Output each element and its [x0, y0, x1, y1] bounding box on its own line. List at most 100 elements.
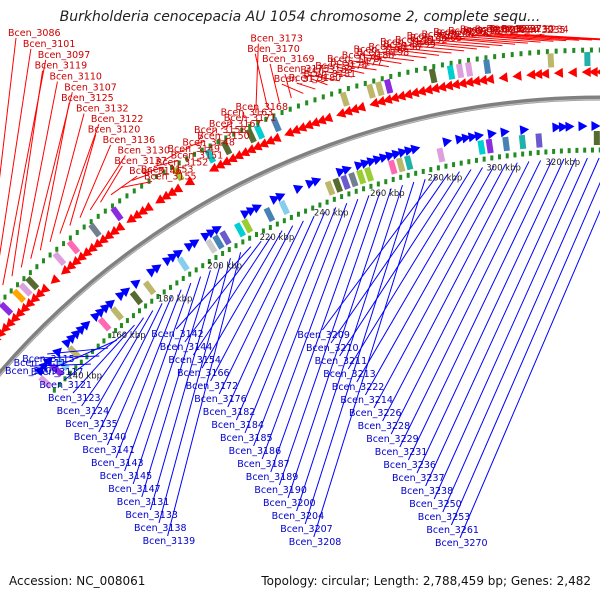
reverse-label-leader — [287, 188, 392, 499]
forward-gene-arrow — [512, 70, 522, 81]
forward-gene-arrow — [356, 101, 367, 112]
outer-dot-ring — [75, 229, 79, 235]
reverse-gene-label: Bcen_3187 — [237, 459, 290, 470]
forward-gene-label: Bcen_3199 — [383, 39, 436, 50]
reverse-label-leader — [364, 165, 495, 396]
outer-dot-ring — [224, 135, 228, 141]
forward-label-leader — [334, 63, 377, 71]
inner-dot-ring — [505, 153, 509, 159]
reverse-gene-arrow — [38, 361, 49, 372]
forward-gene-label: Bcen_3086 — [8, 28, 61, 39]
reverse-gene-label: Bcen_3237 — [392, 473, 445, 484]
outer-dot-ring — [96, 213, 100, 219]
reverse-label-leader — [55, 339, 117, 368]
cog-block — [404, 155, 414, 171]
inner-dot-ring — [79, 359, 83, 365]
outer-dot-ring — [296, 103, 300, 109]
reverse-gene-arrow — [114, 291, 126, 302]
outer-dot-ring — [493, 54, 497, 60]
cog-block — [366, 83, 376, 99]
cog-block — [584, 52, 591, 67]
reverse-gene-arrow — [119, 287, 131, 298]
forward-gene-label: Bcen_3216 — [433, 27, 486, 38]
forward-gene-arrow — [382, 94, 393, 104]
scale-tick-label: 180 kbp — [158, 294, 193, 304]
forward-gene-arrow — [290, 124, 301, 135]
inner-dot-ring — [332, 196, 336, 202]
forward-label-leader — [186, 140, 206, 148]
reverse-gene-label: Bcen_3131 — [117, 497, 170, 508]
outer-dot-ring — [458, 59, 462, 65]
forward-gene-label: Bcen_3125 — [61, 93, 114, 104]
outer-dot-ring — [537, 49, 541, 55]
forward-label-leader — [110, 175, 138, 196]
forward-gene-arrow — [252, 141, 263, 151]
forward-gene-label: Bcen_3170 — [247, 44, 300, 55]
forward-label-leader — [228, 117, 233, 124]
reverse-gene-arrow — [65, 334, 76, 344]
reverse-label-leader — [270, 195, 370, 473]
outer-dot-ring — [48, 252, 52, 258]
inner-dot-ring — [282, 218, 286, 224]
forward-gene-arrow — [40, 283, 51, 294]
forward-label-leader — [376, 51, 427, 59]
forward-gene-arrow — [457, 78, 467, 88]
forward-gene-arrow — [227, 153, 238, 163]
forward-gene-arrow — [436, 81, 447, 92]
forward-gene-arrow — [172, 183, 184, 193]
inner-dot-ring — [482, 156, 486, 162]
outer-dot-ring — [415, 67, 419, 73]
forward-gene-arrow — [71, 255, 82, 266]
inner-dot-ring — [325, 199, 329, 205]
reverse-gene-arrow — [353, 161, 365, 171]
reverse-gene-label: Bcen_3124 — [57, 406, 110, 417]
forward-label-leader — [323, 70, 352, 78]
forward-label-leader — [364, 57, 402, 65]
cog-block — [129, 290, 144, 306]
reverse-label-leader — [38, 355, 100, 359]
outer-dot-ring — [147, 178, 151, 184]
reverse-label-leader — [433, 157, 588, 500]
inner-dot-ring — [399, 174, 403, 180]
inner-dot-ring — [194, 267, 198, 273]
forward-gene-arrow — [484, 73, 495, 84]
forward-label-leader — [470, 34, 554, 42]
forward-gene-arrow — [526, 69, 536, 80]
outer-dot-ring — [248, 124, 252, 130]
cog-block — [483, 59, 492, 75]
forward-label-leader — [89, 155, 126, 211]
forward-gene-label: Bcen_3219 — [463, 25, 516, 36]
reverse-gene-label: Bcen_3133 — [125, 510, 178, 521]
inner-dot-ring — [108, 333, 112, 339]
forward-gene-label: Bcen_3122 — [91, 114, 144, 125]
forward-gene-arrow — [450, 79, 461, 90]
outer-dot-ring — [313, 97, 317, 103]
reverse-label-leader — [106, 296, 173, 446]
forward-label-leader — [269, 63, 280, 103]
inner-dot-ring — [268, 224, 272, 230]
reverse-gene-label: Bcen_3139 — [143, 536, 196, 547]
inner-dot-ring — [150, 298, 154, 304]
outer-dot-ring — [280, 110, 284, 116]
outer-dot-ring — [423, 65, 427, 71]
forward-label-leader — [209, 128, 218, 136]
forward-gene-arrow — [155, 194, 166, 204]
reverse-gene-label: Bcen_3147 — [108, 484, 161, 495]
reverse-gene-label: Bcen_3222 — [332, 382, 385, 393]
reverse-gene-label: Bcen_3208 — [289, 537, 342, 548]
forward-gene-arrow — [98, 234, 109, 244]
forward-gene-arrow — [132, 209, 143, 219]
inner-dot-ring — [296, 211, 300, 217]
forward-gene-label: Bcen_3197 — [354, 45, 407, 56]
forward-gene-label: Bcen_3151 — [171, 151, 224, 162]
forward-gene-arrow — [409, 87, 420, 98]
outer-dot-ring — [305, 100, 309, 106]
forward-gene-arrow — [208, 162, 220, 172]
cog-block — [383, 78, 394, 94]
forward-label-leader — [402, 44, 465, 52]
forward-gene-label: Bcen_3234 — [516, 25, 569, 36]
reverse-gene-arrow — [269, 195, 280, 205]
scale-tick-label: 220 kbp — [260, 233, 295, 243]
forward-gene-label: Bcen_3183 — [300, 65, 353, 76]
forward-label-leader — [79, 144, 112, 218]
